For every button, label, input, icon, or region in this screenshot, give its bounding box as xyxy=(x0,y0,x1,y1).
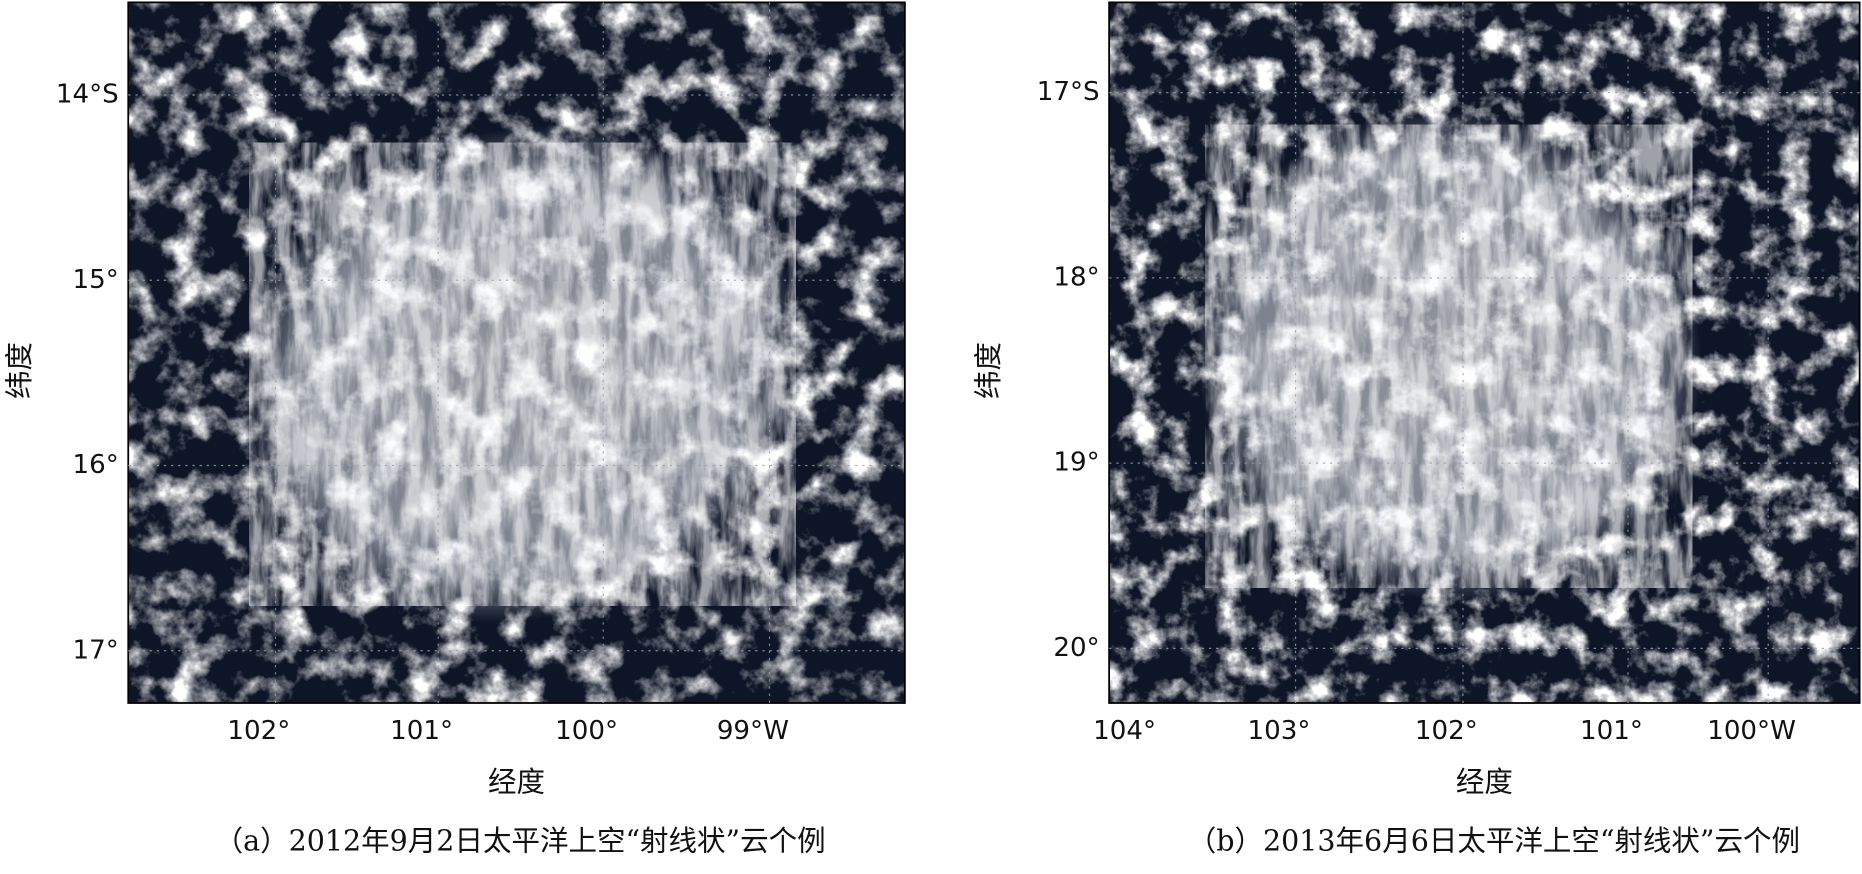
satellite-image-a xyxy=(128,2,905,703)
lat-tick-label: 20° xyxy=(1053,633,1099,663)
lat-tick-label: 14°S xyxy=(56,80,119,110)
lon-tick-label: 101° xyxy=(390,716,453,746)
lon-tick-label: 100°W xyxy=(1707,716,1796,746)
lon-tick-label: 100° xyxy=(555,716,618,746)
lat-tick-label: 16° xyxy=(72,450,118,480)
lon-tick-label: 101° xyxy=(1580,716,1643,746)
lon-tick-label: 102° xyxy=(1415,716,1478,746)
lon-tick-label: 104° xyxy=(1093,716,1156,746)
lat-tick-label: 17°S xyxy=(1037,77,1100,107)
caption: （a）2012年9月2日太平洋上空“射线状”云个例 xyxy=(215,825,826,858)
x-axis-label: 经度 xyxy=(1456,765,1513,798)
lat-tick-label: 15° xyxy=(72,265,118,295)
x-axis-label: 经度 xyxy=(488,765,545,798)
y-axis-label: 纬度 xyxy=(3,342,36,399)
frame-a xyxy=(127,1,906,704)
lon-tick-label: 103° xyxy=(1247,716,1310,746)
satellite-image-b xyxy=(1109,2,1860,703)
lon-tick-label: 99°W xyxy=(717,716,789,746)
lat-tick-label: 19° xyxy=(1053,448,1099,478)
y-axis-label: 纬度 xyxy=(972,342,1005,399)
lon-tick-label: 102° xyxy=(227,716,290,746)
frame-b xyxy=(1108,1,1861,704)
caption: （b）2013年6月6日太平洋上空“射线状”云个例 xyxy=(1188,825,1800,858)
lat-tick-label: 18° xyxy=(1053,262,1099,292)
lat-tick-label: 17° xyxy=(72,635,118,665)
